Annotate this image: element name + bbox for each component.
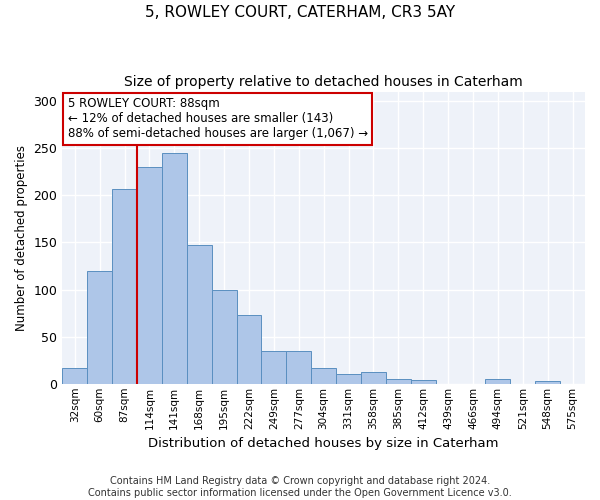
Bar xyxy=(336,374,361,384)
Bar xyxy=(162,153,187,384)
Text: Contains HM Land Registry data © Crown copyright and database right 2024.
Contai: Contains HM Land Registry data © Crown c… xyxy=(88,476,512,498)
Bar xyxy=(187,245,212,384)
Bar xyxy=(386,379,411,384)
Title: Size of property relative to detached houses in Caterham: Size of property relative to detached ho… xyxy=(124,75,523,89)
Bar xyxy=(286,351,311,384)
Bar xyxy=(212,290,236,384)
Bar xyxy=(311,368,336,384)
Bar xyxy=(535,381,560,384)
Text: 5 ROWLEY COURT: 88sqm
← 12% of detached houses are smaller (143)
88% of semi-det: 5 ROWLEY COURT: 88sqm ← 12% of detached … xyxy=(68,98,368,140)
Bar xyxy=(262,351,286,384)
X-axis label: Distribution of detached houses by size in Caterham: Distribution of detached houses by size … xyxy=(148,437,499,450)
Bar xyxy=(236,315,262,384)
Bar xyxy=(361,372,386,384)
Bar xyxy=(485,379,511,384)
Bar xyxy=(62,368,87,384)
Bar xyxy=(137,167,162,384)
Bar xyxy=(112,188,137,384)
Bar xyxy=(411,380,436,384)
Text: 5, ROWLEY COURT, CATERHAM, CR3 5AY: 5, ROWLEY COURT, CATERHAM, CR3 5AY xyxy=(145,5,455,20)
Y-axis label: Number of detached properties: Number of detached properties xyxy=(15,144,28,330)
Bar xyxy=(87,270,112,384)
